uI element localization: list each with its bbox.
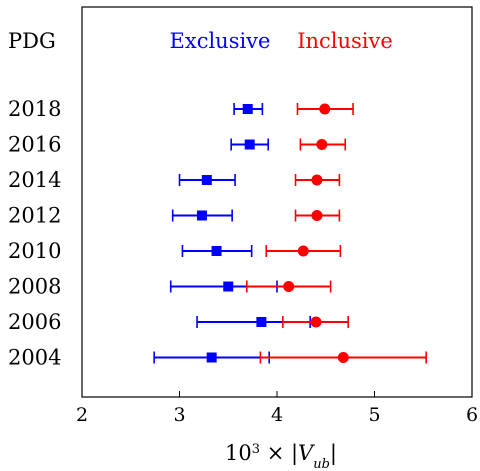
exclusive-point (196, 210, 207, 221)
exclusive-point (256, 317, 267, 327)
inclusive-point (337, 352, 349, 363)
exclusive-point (206, 352, 217, 363)
exclusive-point (201, 175, 212, 185)
inclusive-point (283, 281, 295, 292)
inclusive-point (311, 210, 323, 221)
year-label: 2006 (8, 310, 61, 334)
legend-inclusive: Inclusive (297, 29, 393, 53)
year-label: 2012 (8, 204, 61, 228)
inclusive-point (311, 174, 323, 186)
inclusive-point (297, 245, 309, 257)
inclusive-point (319, 103, 331, 115)
year-label: 2004 (8, 346, 61, 370)
inclusive-point (316, 139, 328, 150)
exclusive-point (211, 246, 222, 256)
year-label: 2014 (8, 168, 61, 192)
plot-frame (81, 6, 473, 398)
x-tick-label: 3 (173, 404, 185, 426)
x-tick-label: 6 (466, 404, 478, 426)
year-label: 2018 (8, 97, 61, 121)
exclusive-point (244, 139, 255, 150)
year-label: 2010 (8, 239, 61, 263)
x-tick-label: 4 (271, 404, 283, 426)
year-label: 2008 (8, 275, 61, 299)
x-axis-label: 103 × |Vub| (225, 441, 337, 471)
x-tick-label: 5 (368, 404, 380, 426)
exclusive-point (242, 104, 253, 114)
legend-exclusive: Exclusive (170, 29, 271, 53)
year-label: 2016 (8, 133, 61, 157)
inclusive-point (310, 316, 322, 328)
header-label: PDG (8, 29, 56, 53)
x-tick-label: 2 (76, 404, 88, 426)
exclusive-point (223, 281, 234, 292)
